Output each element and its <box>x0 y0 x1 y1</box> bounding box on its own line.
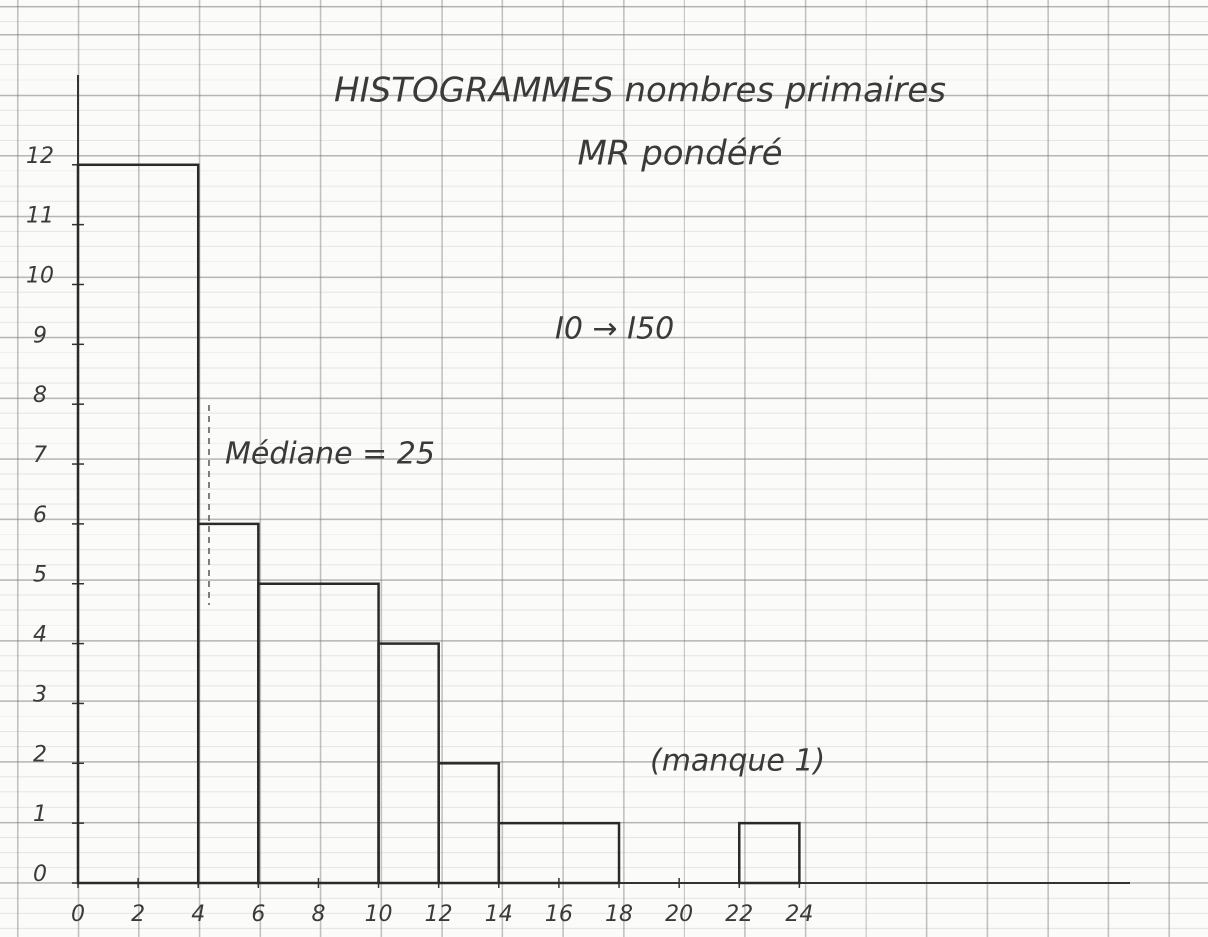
histogram-bar <box>379 644 439 883</box>
y-tick-label: 3 <box>33 682 47 707</box>
x-tick-label: 0 <box>71 902 85 927</box>
y-tick-label: 1 <box>33 802 47 827</box>
x-tick-label: 12 <box>425 902 453 927</box>
histogram-bar <box>78 165 198 883</box>
y-tick-label: 0 <box>33 862 47 887</box>
y-tick-label: 6 <box>33 503 47 528</box>
y-tick-label: 7 <box>33 443 47 468</box>
x-tick-label: 24 <box>785 902 813 927</box>
chart-title: HISTOGRAMMES nombres primaires <box>334 71 946 111</box>
x-tick-label: 8 <box>311 902 325 927</box>
y-tick-label: 10 <box>26 263 54 288</box>
x-tick-label: 2 <box>131 902 145 927</box>
histogram-bar <box>258 584 378 883</box>
x-tick-label: 4 <box>191 902 205 927</box>
chart-subtitle: MR pondéré <box>577 134 782 174</box>
y-tick-label: 9 <box>33 323 47 348</box>
x-tick-label: 20 <box>665 902 693 927</box>
annotation: (manque 1) <box>650 744 825 779</box>
annotation: Médiane = 25 <box>225 437 435 472</box>
histogram-bar <box>499 823 619 883</box>
y-tick-label: 11 <box>26 204 54 229</box>
histogram-bar <box>198 524 258 883</box>
histogram-bar <box>739 823 799 883</box>
x-tick-label: 18 <box>605 902 633 927</box>
page: {"chart_data": {"type": "histogram", "ti… <box>0 0 1208 937</box>
x-tick-label: 16 <box>545 902 573 927</box>
y-tick-label: 5 <box>33 563 47 588</box>
y-tick-label: 8 <box>33 383 47 408</box>
x-tick-label: 6 <box>251 902 265 927</box>
y-tick-label: 4 <box>33 623 47 648</box>
y-tick-label: 12 <box>26 144 54 169</box>
chart: HISTOGRAMMES nombres primaires MR pondér… <box>0 0 1208 937</box>
x-tick-label: 10 <box>365 902 393 927</box>
y-tick-label: 2 <box>33 742 47 767</box>
histogram-bar <box>439 763 499 883</box>
annotation: I0 → I50 <box>555 312 674 347</box>
x-tick-label: 14 <box>485 902 513 927</box>
x-tick-label: 22 <box>725 902 753 927</box>
